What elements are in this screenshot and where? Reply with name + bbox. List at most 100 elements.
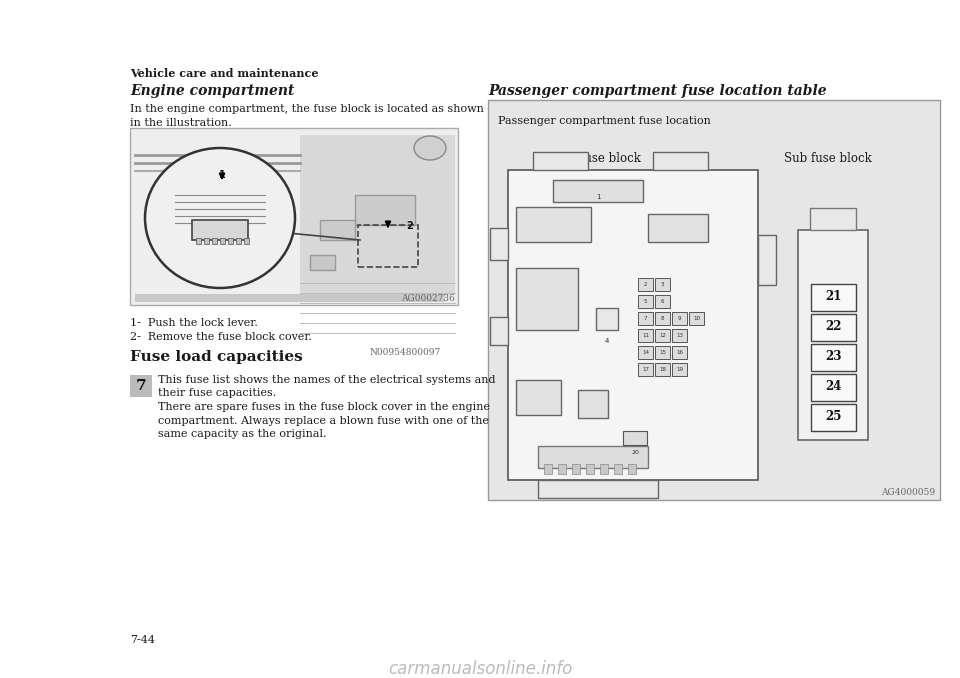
Ellipse shape — [414, 136, 446, 160]
FancyBboxPatch shape — [810, 313, 855, 340]
Text: 15: 15 — [659, 350, 666, 355]
Text: AG4000059: AG4000059 — [881, 488, 935, 497]
Bar — [810, 208, 856, 230]
Text: There are spare fuses in the fuse block cover in the engine: There are spare fuses in the fuse block … — [158, 402, 490, 412]
Bar — [638, 278, 653, 291]
Text: In the engine compartment, the fuse block is located as shown
in the illustratio: In the engine compartment, the fuse bloc… — [130, 104, 484, 128]
Bar — [508, 170, 758, 480]
Bar — [228, 238, 233, 244]
Text: 25: 25 — [825, 410, 841, 424]
Text: 20: 20 — [631, 450, 639, 454]
Text: 4: 4 — [605, 338, 610, 344]
Text: 6: 6 — [660, 299, 664, 304]
Bar — [672, 363, 687, 376]
Bar — [236, 238, 241, 244]
Text: their fuse capacities.: their fuse capacities. — [158, 388, 276, 399]
Bar — [623, 431, 647, 445]
Bar — [310, 255, 335, 270]
Bar — [533, 152, 588, 170]
Bar — [544, 464, 552, 474]
Text: Engine compartment: Engine compartment — [130, 84, 295, 98]
Bar — [516, 380, 561, 415]
Bar — [653, 152, 708, 170]
Bar — [553, 180, 643, 202]
Bar — [135, 294, 445, 302]
Bar — [638, 329, 653, 342]
Bar — [798, 230, 868, 440]
Ellipse shape — [145, 148, 295, 288]
Text: 24: 24 — [825, 380, 841, 393]
Text: 2: 2 — [644, 282, 647, 287]
Bar — [488, 100, 940, 500]
Bar — [320, 220, 355, 240]
Bar — [655, 363, 670, 376]
Text: 10: 10 — [693, 316, 700, 321]
Bar — [516, 207, 591, 242]
Bar — [689, 312, 704, 325]
Bar — [648, 214, 708, 242]
Text: 18: 18 — [659, 367, 666, 372]
Bar — [596, 308, 618, 330]
Text: Sub fuse block: Sub fuse block — [784, 152, 872, 165]
Bar — [516, 268, 578, 330]
FancyBboxPatch shape — [810, 344, 855, 370]
Text: carmanualsonline.info: carmanualsonline.info — [388, 660, 572, 678]
Text: 1: 1 — [596, 194, 600, 200]
Text: Fuse load capacities: Fuse load capacities — [130, 350, 302, 364]
Text: Main fuse block: Main fuse block — [545, 152, 640, 165]
FancyBboxPatch shape — [810, 403, 855, 431]
Text: 21: 21 — [825, 290, 841, 304]
Bar — [558, 464, 566, 474]
Text: 1-  Push the lock lever.: 1- Push the lock lever. — [130, 318, 258, 328]
Bar — [300, 135, 455, 295]
Text: 19: 19 — [676, 367, 683, 372]
Bar — [358, 225, 418, 267]
Text: 16: 16 — [676, 350, 683, 355]
Text: 22: 22 — [825, 321, 841, 334]
Text: compartment. Always replace a blown fuse with one of the: compartment. Always replace a blown fuse… — [158, 416, 489, 426]
Bar — [192, 220, 248, 240]
Bar — [578, 390, 608, 418]
Text: 2: 2 — [407, 221, 414, 231]
Bar — [538, 480, 658, 498]
FancyBboxPatch shape — [810, 283, 855, 311]
Text: N00954800097: N00954800097 — [370, 348, 442, 357]
FancyBboxPatch shape — [810, 374, 855, 401]
Bar — [638, 312, 653, 325]
Bar — [758, 235, 776, 285]
Text: 7-44: 7-44 — [130, 635, 155, 645]
Text: AG0002736: AG0002736 — [401, 294, 455, 303]
Bar — [196, 238, 201, 244]
Text: Passenger compartment fuse location table: Passenger compartment fuse location tabl… — [488, 84, 827, 98]
Bar — [490, 228, 508, 260]
Text: 14: 14 — [642, 350, 649, 355]
Text: This fuse list shows the names of the electrical systems and: This fuse list shows the names of the el… — [158, 375, 495, 385]
Bar — [204, 238, 209, 244]
Bar — [655, 278, 670, 291]
Bar — [672, 346, 687, 359]
Bar — [614, 464, 622, 474]
Bar — [130, 375, 152, 397]
Text: 3: 3 — [660, 282, 664, 287]
Bar — [655, 295, 670, 308]
Text: 17: 17 — [642, 367, 649, 372]
Bar — [672, 329, 687, 342]
Bar — [212, 238, 217, 244]
Bar — [572, 464, 580, 474]
Text: Passenger compartment fuse location: Passenger compartment fuse location — [498, 116, 710, 126]
Bar — [586, 464, 594, 474]
Text: 7: 7 — [644, 316, 647, 321]
Bar — [220, 238, 225, 244]
Text: 11: 11 — [642, 333, 649, 338]
Text: 2-  Remove the fuse block cover.: 2- Remove the fuse block cover. — [130, 332, 312, 342]
Bar — [490, 317, 508, 345]
Bar — [638, 295, 653, 308]
Bar — [655, 312, 670, 325]
Bar — [355, 195, 415, 225]
Bar — [638, 346, 653, 359]
Bar — [600, 464, 608, 474]
Text: 5: 5 — [644, 299, 647, 304]
Text: 8: 8 — [660, 316, 664, 321]
Text: 1: 1 — [219, 170, 226, 180]
Text: Vehicle care and maintenance: Vehicle care and maintenance — [130, 68, 319, 79]
